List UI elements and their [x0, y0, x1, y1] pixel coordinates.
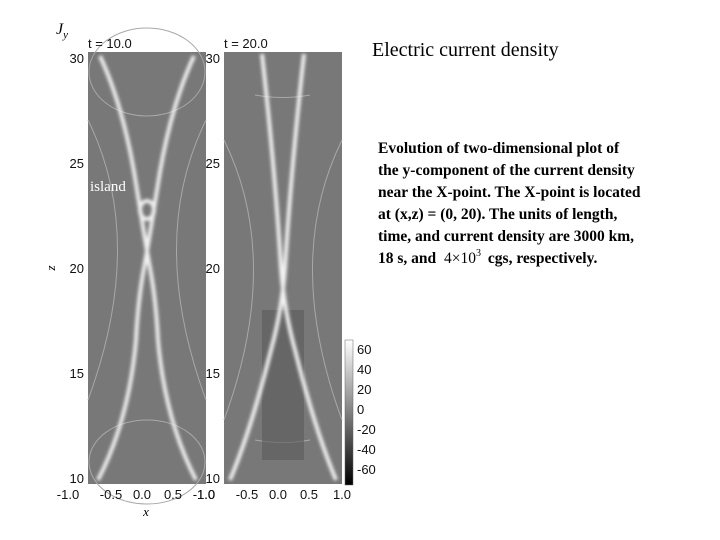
colorbar-tick-label: -20 [357, 422, 376, 437]
panel-label: t = 20.0 [224, 36, 268, 51]
colorbar [344, 339, 354, 486]
description-line: time, and current density are 3000 km, [378, 228, 634, 245]
x-axis-label: x [142, 504, 149, 519]
panel-2-image [223, 52, 343, 484]
colorbar-tick-label: 20 [357, 382, 371, 397]
x-tick-label: 1.0 [197, 487, 215, 502]
panel-1-image [87, 27, 207, 505]
panel-label: t = 10.0 [88, 36, 132, 51]
quantity-symbol: Jy [56, 21, 68, 41]
x-tick-label: -0.5 [100, 487, 122, 502]
x-tick-label: -1.0 [193, 487, 215, 502]
y-tick-label: 15 [206, 366, 220, 381]
y-tick-label: 30 [206, 51, 220, 66]
x-tick-label: -1.0 [57, 487, 79, 502]
colorbar-tick-label: 0 [357, 402, 364, 417]
z-axis-label: z [43, 265, 58, 271]
description-line: Evolution of two-dimensional plot of [378, 140, 620, 157]
x-tick-label: -0.5 [236, 487, 258, 502]
x-tick-label: 0.5 [164, 487, 182, 502]
y-tick-label: 25 [70, 156, 84, 171]
y-tick-label: 15 [70, 366, 84, 381]
colorbar-tick-label: 40 [357, 362, 371, 377]
description-line: 18 s, and 4×103 cgs, respectively. [378, 248, 598, 267]
x-tick-label: 0.0 [269, 487, 287, 502]
slide-title: Electric current density [372, 39, 559, 61]
colorbar-tick-label: -40 [357, 442, 376, 457]
math: 4×10 [444, 250, 476, 267]
y-tick-label: 10 [206, 471, 220, 486]
subscript: y [62, 29, 68, 41]
x-tick-label: 1.0 [333, 487, 351, 502]
y-tick-label: 30 [70, 51, 84, 66]
y-tick-label: 25 [206, 156, 220, 171]
description-line: the y-component of the current density [378, 162, 635, 179]
y-tick-label: 20 [70, 261, 84, 276]
description-line: at (x,z) = (0, 20). The units of length, [378, 206, 617, 223]
y-tick-label: 20 [206, 261, 220, 276]
x-tick-label: 0.0 [133, 487, 151, 502]
text-run: cgs, respectively. [484, 250, 597, 267]
description: Evolution of two-dimensional plot of the … [378, 140, 641, 267]
colorbar-tick-label: 60 [357, 342, 371, 357]
y-tick-label: 10 [70, 471, 84, 486]
symbol: J [56, 21, 64, 38]
description-line: near the X-point. The X-point is located [378, 184, 641, 201]
x-tick-label: 0.5 [300, 487, 318, 502]
colorbar-tick-label: -60 [357, 462, 376, 477]
island-annotation: island [90, 179, 126, 195]
text-run: 18 s, and [378, 250, 440, 267]
superscript: 3 [476, 248, 481, 259]
